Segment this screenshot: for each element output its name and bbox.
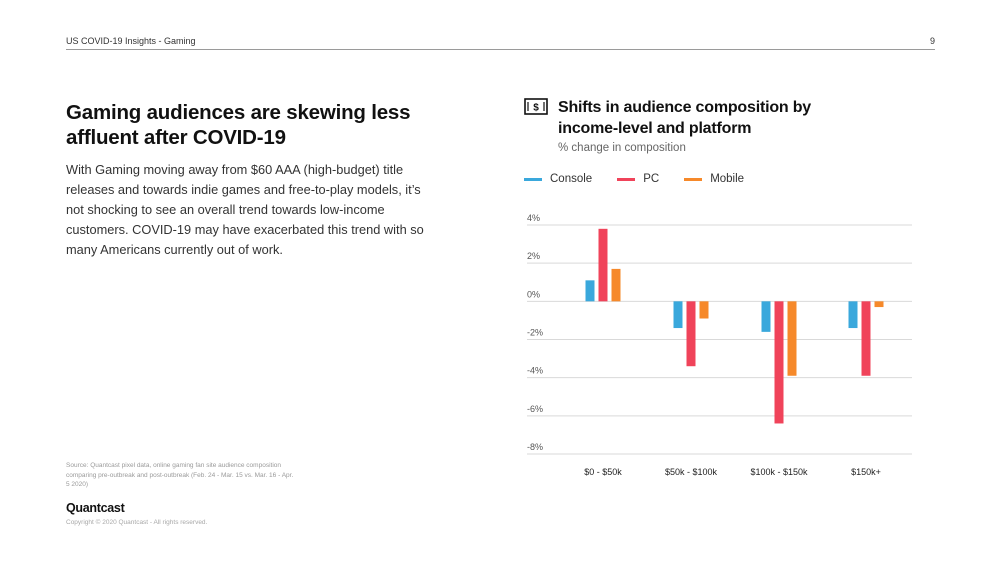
- page-headline: Gaming audiences are skewing less afflue…: [66, 101, 411, 149]
- y-tick-label: 0%: [527, 289, 540, 299]
- x-tick-label: $100k - $150k: [750, 467, 808, 477]
- legend-swatch-pc: [617, 177, 636, 181]
- svg-text:$: $: [533, 103, 539, 114]
- legend-label-pc: PC: [643, 173, 660, 185]
- y-tick-label: 4%: [527, 213, 540, 223]
- bar-mobile-50k-100k: [699, 301, 709, 319]
- x-tick-label: $0 - $50k: [584, 467, 622, 477]
- page-number: 9: [929, 36, 935, 46]
- legend-swatch-console: [524, 177, 542, 181]
- legend-label-mobile: Mobile: [710, 173, 745, 185]
- y-tick-label: -2%: [527, 328, 543, 338]
- bar-mobile-0-50k: [611, 268, 621, 302]
- x-tick-label: $150k+: [851, 467, 881, 477]
- y-tick-label: 2%: [527, 251, 540, 261]
- bar-console-0-50k: [585, 280, 595, 302]
- x-tick-label: $50k - $100k: [665, 467, 718, 477]
- copyright-notice: Copyright © 2020 Quantcast - All rights …: [66, 519, 208, 526]
- legend-item-pc: PC: [617, 173, 659, 185]
- bar-mobile-100k-150k: [787, 301, 797, 376]
- legend-swatch-mobile: [684, 177, 703, 181]
- y-tick-label: -4%: [527, 366, 543, 376]
- y-tick-label: -8%: [527, 442, 543, 452]
- source-note: Source: Quantcast pixel data, online gam…: [66, 462, 294, 488]
- legend-item-mobile: Mobile: [684, 173, 744, 185]
- header-section-label: US COVID-19 Insights - Gaming: [66, 36, 196, 46]
- body-paragraph: With Gaming moving away from $60 AAA (hi…: [66, 162, 424, 257]
- legend-item-console: Console: [524, 173, 592, 185]
- header-divider: [66, 49, 935, 50]
- bar-console-50k-100k: [673, 301, 683, 329]
- bar-console-150k: [848, 301, 858, 329]
- bar-pc-0-50k: [598, 228, 608, 302]
- bar-pc-100k-150k: [774, 301, 784, 424]
- legend-label-console: Console: [550, 173, 593, 185]
- bar-pc-50k-100k: [686, 301, 696, 367]
- bar-mobile-150k: [874, 301, 884, 308]
- y-tick-label: -6%: [527, 404, 543, 414]
- bar-console-100k-150k: [761, 301, 771, 332]
- bar-pc-150k: [861, 301, 871, 376]
- dollar-bill-icon: $: [524, 98, 548, 115]
- chart-title: Shifts in audience composition by income…: [558, 99, 811, 137]
- quantcast-logo: Quantcast: [66, 501, 125, 515]
- chart-legend: Console PC Mobile: [524, 173, 769, 185]
- chart-subtitle: % change in composition: [558, 142, 686, 154]
